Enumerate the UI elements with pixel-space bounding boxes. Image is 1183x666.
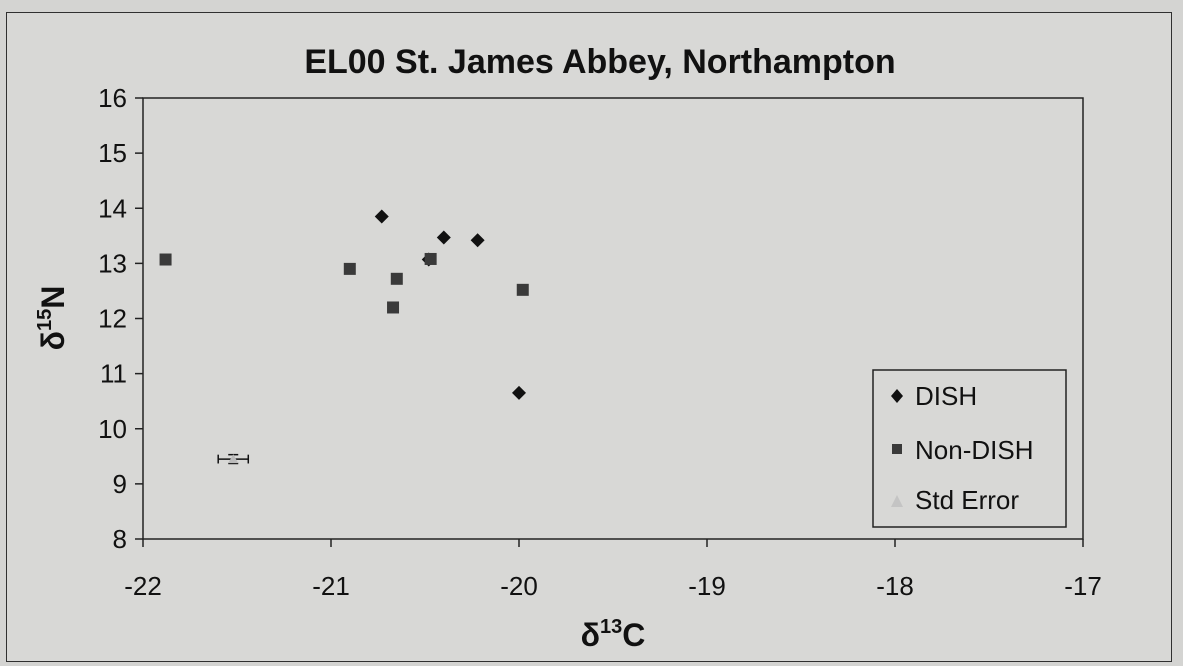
x-tick-label: -22 bbox=[124, 571, 162, 601]
x-axis-ticks: -22 -21 -20 -19 -18 -17 bbox=[124, 539, 1102, 601]
dish-point bbox=[374, 209, 389, 224]
y-tick-label: 12 bbox=[98, 304, 127, 334]
dish-point bbox=[470, 233, 485, 248]
y-axis-label-rest: N bbox=[35, 286, 71, 309]
legend-marker-std-error bbox=[891, 495, 903, 507]
legend-marker-dish bbox=[891, 389, 903, 403]
chart-frame bbox=[6, 12, 1172, 662]
y-tick-label: 8 bbox=[113, 524, 127, 554]
dish-point bbox=[436, 230, 451, 245]
legend-marker-non-dish bbox=[892, 444, 902, 454]
chart-title: EL00 St. James Abbey, Northampton bbox=[304, 43, 895, 81]
dish-point bbox=[512, 385, 526, 400]
y-axis-label-sup: 15 bbox=[34, 309, 56, 331]
y-tick-label: 14 bbox=[98, 193, 127, 223]
data-points bbox=[159, 209, 529, 465]
y-axis-label-base: δ bbox=[35, 331, 71, 350]
x-tick-label: -17 bbox=[1064, 571, 1102, 601]
y-axis-label: δ15N bbox=[34, 286, 71, 351]
x-tick-label: -19 bbox=[688, 571, 726, 601]
x-axis-label-rest: C bbox=[622, 617, 645, 653]
non-dish-point bbox=[390, 272, 403, 285]
legend: DISH Non-DISH Std Error bbox=[872, 369, 1067, 528]
y-tick-label: 9 bbox=[113, 469, 127, 499]
non-dish-point bbox=[159, 253, 172, 266]
non-dish-point bbox=[424, 252, 437, 265]
legend-label-dish: DISH bbox=[915, 381, 977, 411]
legend-box bbox=[872, 369, 1067, 528]
non-dish-point bbox=[387, 301, 400, 314]
y-tick-label: 10 bbox=[98, 414, 127, 444]
x-axis-label-base: δ bbox=[581, 617, 600, 653]
x-tick-label: -20 bbox=[500, 571, 538, 601]
y-axis-ticks: 8 9 10 11 12 13 14 15 16 bbox=[98, 83, 143, 554]
y-tick-label: 16 bbox=[98, 83, 127, 113]
legend-label-std-error: Std Error bbox=[915, 485, 1019, 515]
y-tick-label: 13 bbox=[98, 248, 127, 278]
x-tick-label: -21 bbox=[312, 571, 350, 601]
x-axis-label-sup: 13 bbox=[600, 616, 622, 638]
legend-label-non-dish: Non-DISH bbox=[915, 435, 1033, 465]
std-error-point bbox=[228, 454, 239, 464]
non-dish-point bbox=[343, 262, 356, 275]
x-axis-label: δ13C bbox=[581, 616, 646, 653]
y-tick-label: 11 bbox=[100, 359, 127, 389]
y-tick-label: 15 bbox=[98, 138, 127, 168]
non-dish-point bbox=[516, 283, 529, 296]
x-tick-label: -18 bbox=[876, 571, 914, 601]
